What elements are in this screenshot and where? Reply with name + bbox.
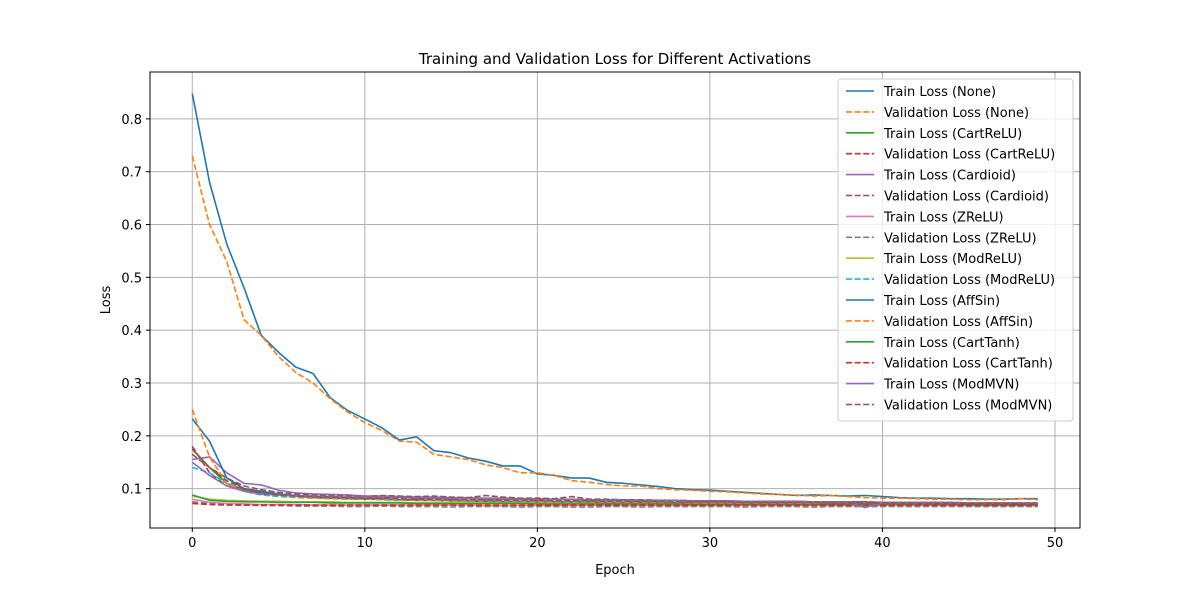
series-line-1 [191, 155, 1038, 501]
legend-entry-label: Validation Loss (CartReLU) [884, 148, 1055, 163]
y-tick-label: 0.8 [121, 113, 142, 128]
series-line-11 [191, 409, 1038, 506]
y-tick-label: 0.1 [121, 483, 142, 498]
legend-entry-label: Validation Loss (AffSin) [884, 315, 1033, 330]
series-line-0 [191, 93, 1038, 501]
y-tick-label: 0.7 [121, 166, 142, 181]
legend-entry-label: Validation Loss (ModMVN) [884, 399, 1052, 414]
legend-entry-label: Validation Loss (None) [884, 106, 1029, 121]
axis-ticks: 0 10 20 30 40 50 0.1 0.2 0.3 0.4 0.5 0.6 0.7 0.8 [121, 113, 1063, 551]
legend-entry-label: Train Loss (AffSin) [883, 294, 1000, 309]
legend-entry-label: Train Loss (ModReLU) [883, 252, 1022, 267]
y-tick-label: 0.6 [121, 219, 142, 234]
x-tick-label: 50 [1047, 536, 1064, 551]
series-lines [191, 93, 1038, 509]
legend: Train Loss (None) Validation Loss (None) T… [837, 78, 1074, 422]
chart-title: Training and Validation Loss for Differe… [418, 50, 811, 68]
y-tick-label: 0.5 [121, 271, 142, 286]
legend-box [837, 78, 1074, 422]
y-tick-label: 0.4 [121, 324, 142, 339]
y-tick-label: 0.3 [121, 377, 142, 392]
x-tick-label: 20 [529, 536, 546, 551]
x-tick-label: 0 [188, 536, 196, 551]
plot-frame [149, 71, 1081, 529]
x-tick-label: 30 [702, 536, 719, 551]
series-line-7 [192, 501, 1038, 508]
legend-entry-label: Validation Loss (ZReLU) [884, 231, 1037, 246]
legend-entry-label: Train Loss (None) [883, 85, 996, 100]
y-tick-label: 0.2 [121, 430, 142, 445]
legend-entry-label: Train Loss (CartReLU) [883, 127, 1022, 142]
legend-entry-label: Validation Loss (Cardioid) [884, 190, 1049, 205]
legend-entry-label: Validation Loss (ModReLU) [884, 273, 1055, 288]
x-tick-label: 10 [357, 536, 374, 551]
legend-entry-label: Validation Loss (CartTanh) [884, 357, 1053, 372]
legend-entry-label: Train Loss (ModMVN) [883, 378, 1019, 393]
series-line-12 [192, 494, 1038, 506]
legend-entry-label: Train Loss (Cardioid) [883, 169, 1016, 184]
legend-entry-label: Train Loss (CartTanh) [883, 336, 1020, 351]
x-tick-label: 40 [874, 536, 891, 551]
y-axis-label: Loss [99, 286, 114, 315]
series-line-13 [192, 502, 1038, 506]
series-line-15 [191, 448, 1038, 505]
legend-entry-label: Train Loss (ZReLU) [883, 210, 1004, 225]
x-axis-label: Epoch [595, 563, 635, 578]
